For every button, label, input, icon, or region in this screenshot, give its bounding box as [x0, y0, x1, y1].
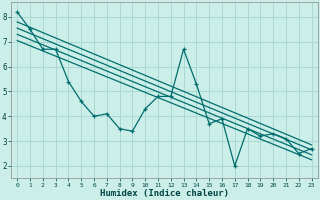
X-axis label: Humidex (Indice chaleur): Humidex (Indice chaleur): [100, 189, 229, 198]
